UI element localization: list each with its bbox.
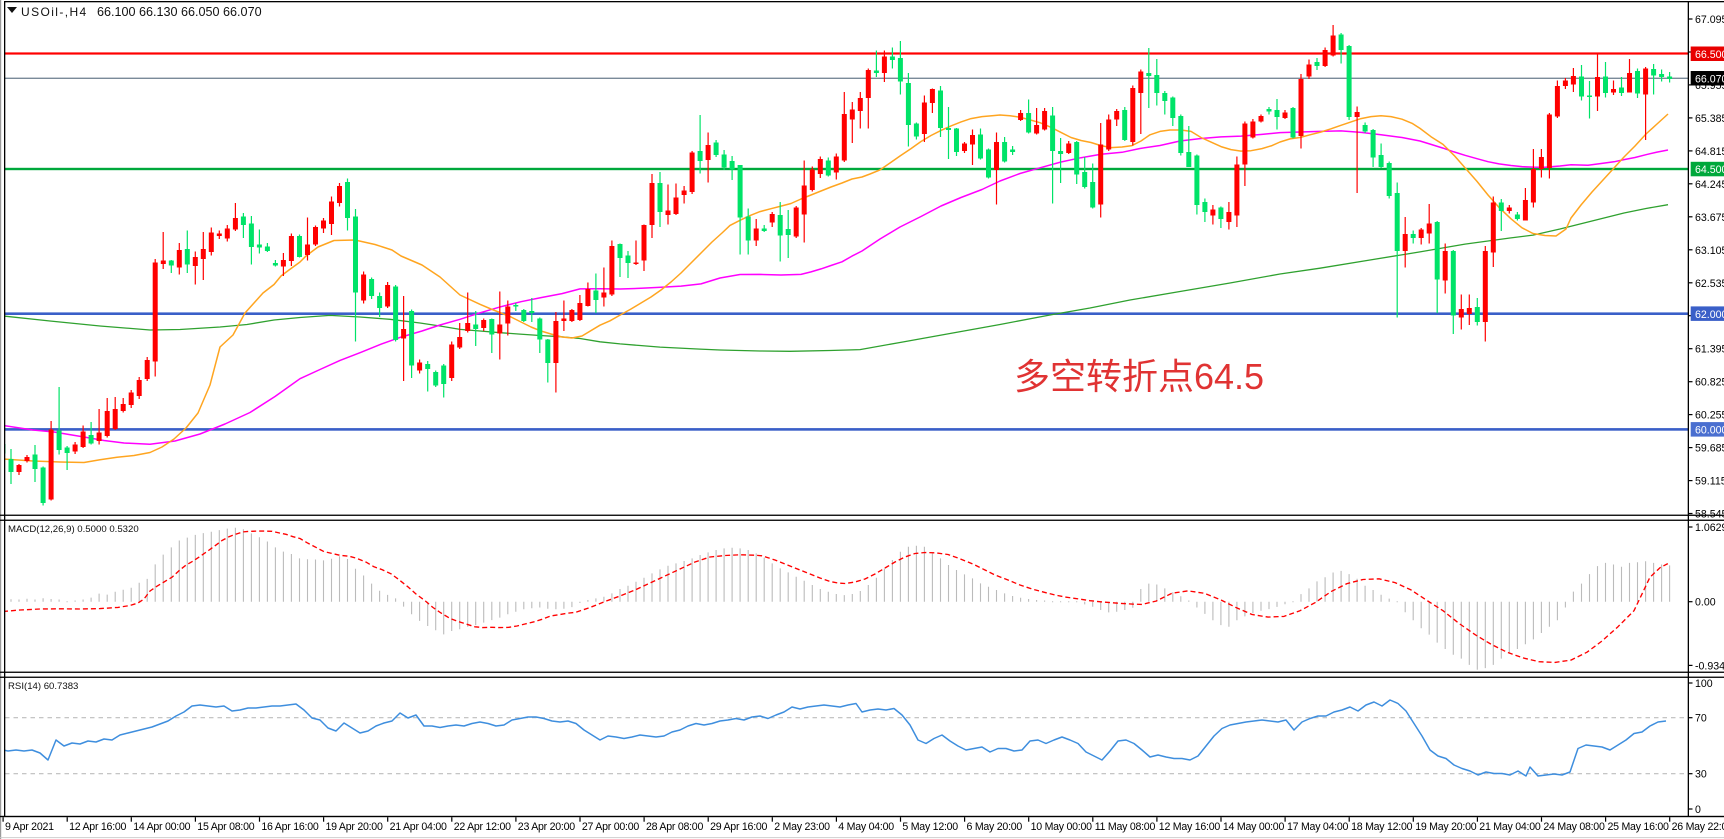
svg-text:0.00: 0.00 bbox=[1695, 597, 1716, 609]
svg-text:63.105: 63.105 bbox=[1695, 245, 1724, 257]
svg-text:14 May 00:00: 14 May 00:00 bbox=[1223, 821, 1285, 833]
svg-text:14 Apr 00:00: 14 Apr 00:00 bbox=[133, 821, 190, 833]
svg-text:63.675: 63.675 bbox=[1695, 212, 1724, 224]
svg-text:4 May 04:00: 4 May 04:00 bbox=[838, 821, 894, 833]
svg-text:19 Apr 20:00: 19 Apr 20:00 bbox=[326, 821, 383, 833]
svg-text:USOil-,H4: USOil-,H4 bbox=[21, 5, 88, 19]
svg-text:61.395: 61.395 bbox=[1695, 344, 1724, 356]
svg-text:19 May 20:00: 19 May 20:00 bbox=[1415, 821, 1477, 833]
svg-text:5 May 12:00: 5 May 12:00 bbox=[902, 821, 958, 833]
svg-text:30: 30 bbox=[1695, 769, 1707, 781]
svg-text:12 May 16:00: 12 May 16:00 bbox=[1159, 821, 1221, 833]
svg-text:66.100 66.130 66.050 66.070: 66.100 66.130 66.050 66.070 bbox=[97, 5, 262, 19]
svg-text:18 May 12:00: 18 May 12:00 bbox=[1351, 821, 1413, 833]
svg-text:15 Apr 08:00: 15 Apr 08:00 bbox=[197, 821, 254, 833]
svg-text:100: 100 bbox=[1695, 678, 1713, 690]
svg-text:62.535: 62.535 bbox=[1695, 278, 1724, 290]
svg-text:6 May 20:00: 6 May 20:00 bbox=[967, 821, 1023, 833]
svg-text:17 May 04:00: 17 May 04:00 bbox=[1287, 821, 1349, 833]
svg-text:60.255: 60.255 bbox=[1695, 410, 1724, 422]
svg-text:62.000: 62.000 bbox=[1695, 309, 1724, 321]
svg-text:22 Apr 12:00: 22 Apr 12:00 bbox=[454, 821, 511, 833]
svg-text:9 Apr 2021: 9 Apr 2021 bbox=[5, 821, 54, 833]
svg-text:59.685: 59.685 bbox=[1695, 443, 1724, 455]
svg-text:66.070: 66.070 bbox=[1695, 74, 1724, 86]
svg-text:67.095: 67.095 bbox=[1695, 14, 1724, 26]
svg-text:64.500: 64.500 bbox=[1695, 164, 1724, 176]
svg-text:2 May 23:00: 2 May 23:00 bbox=[774, 821, 830, 833]
svg-text:MACD(12,26,9) 0.5000 0.5320: MACD(12,26,9) 0.5000 0.5320 bbox=[8, 524, 139, 535]
svg-text:10 May 00:00: 10 May 00:00 bbox=[1031, 821, 1093, 833]
svg-text:16 Apr 16:00: 16 Apr 16:00 bbox=[261, 821, 318, 833]
svg-text:0: 0 bbox=[1695, 804, 1701, 816]
svg-text:59.115: 59.115 bbox=[1695, 476, 1724, 488]
svg-text:-0.9347: -0.9347 bbox=[1695, 660, 1724, 672]
svg-text:64.815: 64.815 bbox=[1695, 146, 1724, 158]
svg-text:60.825: 60.825 bbox=[1695, 377, 1724, 389]
svg-text:28 Apr 08:00: 28 Apr 08:00 bbox=[646, 821, 703, 833]
svg-text:26 May 22:00: 26 May 22:00 bbox=[1672, 821, 1724, 833]
svg-text:60.000: 60.000 bbox=[1695, 425, 1724, 437]
svg-text:24 May 08:00: 24 May 08:00 bbox=[1543, 821, 1605, 833]
svg-text:23 Apr 20:00: 23 Apr 20:00 bbox=[518, 821, 575, 833]
svg-text:29 Apr 16:00: 29 Apr 16:00 bbox=[710, 821, 767, 833]
svg-text:21 May 04:00: 21 May 04:00 bbox=[1479, 821, 1541, 833]
svg-text:70: 70 bbox=[1695, 713, 1707, 725]
svg-text:1.0629: 1.0629 bbox=[1695, 522, 1724, 534]
svg-text:64.245: 64.245 bbox=[1695, 179, 1724, 191]
svg-text:58.545: 58.545 bbox=[1695, 509, 1724, 521]
svg-text:66.500: 66.500 bbox=[1695, 49, 1724, 61]
svg-text:多空转折点64.5: 多空转折点64.5 bbox=[1014, 356, 1264, 397]
svg-text:21 Apr 04:00: 21 Apr 04:00 bbox=[390, 821, 447, 833]
svg-text:RSI(14) 60.7383: RSI(14) 60.7383 bbox=[8, 681, 78, 692]
svg-text:12 Apr 16:00: 12 Apr 16:00 bbox=[69, 821, 126, 833]
svg-text:65.385: 65.385 bbox=[1695, 113, 1724, 125]
svg-text:11 May 08:00: 11 May 08:00 bbox=[1095, 821, 1156, 833]
svg-text:25 May 16:00: 25 May 16:00 bbox=[1608, 821, 1670, 833]
svg-text:27 Apr 00:00: 27 Apr 00:00 bbox=[582, 821, 639, 833]
